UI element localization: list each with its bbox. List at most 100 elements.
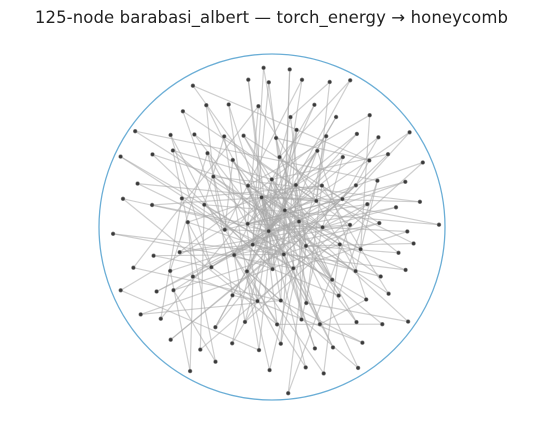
graph-node: [131, 265, 136, 270]
graph-node: [230, 157, 236, 163]
graph-node: [330, 277, 335, 282]
graph-node: [293, 182, 299, 188]
graph-node: [333, 114, 339, 120]
graph-node: [288, 114, 293, 120]
graph-node: [198, 347, 203, 352]
graph-node: [393, 205, 399, 210]
graph-edge: [214, 80, 351, 328]
graph-edge: [271, 179, 321, 325]
graph-node: [278, 298, 283, 303]
graph-node: [185, 220, 191, 225]
graph-node: [135, 181, 140, 186]
graph-node: [286, 391, 291, 396]
graph-edge: [172, 289, 217, 363]
graph-edge: [205, 105, 214, 177]
graph-edge: [172, 150, 270, 232]
node-layer: [110, 65, 442, 396]
graph-node: [367, 158, 372, 163]
graph-node: [321, 371, 326, 376]
graph-node: [241, 133, 246, 138]
graph-node: [317, 322, 323, 327]
graph-node: [246, 77, 251, 82]
graph-edge: [206, 153, 235, 256]
graph-node: [375, 178, 380, 183]
graph-node: [364, 297, 369, 302]
graph-node: [192, 132, 197, 137]
graph-node: [150, 152, 155, 157]
graph-node: [358, 247, 363, 252]
graph-edge: [261, 197, 278, 325]
graph-node: [291, 266, 296, 271]
graph-edge: [295, 184, 414, 245]
graph-node: [149, 202, 155, 208]
graph-edge: [258, 157, 281, 351]
graph-edge: [284, 210, 359, 369]
graph-node: [319, 183, 325, 188]
graph-node: [222, 227, 228, 232]
graph-edge: [279, 79, 351, 158]
graph-node: [168, 268, 173, 274]
graph-edge: [316, 150, 367, 300]
graph-node: [168, 337, 173, 342]
graph-node: [277, 154, 282, 160]
graph-node: [266, 80, 271, 85]
graph-node: [273, 135, 279, 141]
graph-node: [261, 65, 266, 71]
graph-node: [250, 242, 255, 247]
graph-node: [187, 368, 193, 374]
graph-node: [411, 241, 416, 246]
graph-node: [327, 79, 332, 85]
graph-node: [232, 252, 237, 258]
graph-node: [151, 253, 156, 258]
graph-edge: [339, 243, 406, 271]
graph-node: [230, 341, 235, 346]
graph-node: [376, 135, 381, 140]
graph-edge: [152, 153, 274, 270]
graph-node: [222, 134, 227, 139]
graph-node: [347, 222, 353, 228]
graph-edge: [275, 137, 300, 222]
graph-node: [405, 229, 410, 234]
graph-edge: [284, 161, 423, 211]
graph-edge: [152, 196, 262, 206]
graph-node: [171, 288, 176, 293]
graph-node: [377, 220, 382, 226]
graph-edge: [192, 276, 363, 344]
graph-edge: [134, 130, 356, 272]
graph-node: [299, 77, 305, 83]
boundary-circle: [98, 53, 446, 401]
graph-node: [209, 265, 214, 270]
graph-node: [213, 325, 218, 330]
graph-node: [269, 177, 274, 182]
graph-edge: [189, 276, 194, 372]
graph-edge: [182, 111, 226, 230]
graph-node: [303, 365, 308, 370]
graph-edge: [135, 130, 378, 182]
graph-edge: [287, 224, 351, 394]
graph-node: [266, 228, 271, 234]
graph-node: [304, 300, 309, 306]
graph-node: [255, 298, 260, 304]
graph-node: [226, 102, 231, 107]
graph-node: [270, 266, 275, 272]
graph-edge: [247, 185, 341, 245]
graph-node: [190, 274, 196, 279]
graph-node: [353, 183, 359, 188]
graph-edge: [132, 105, 259, 269]
graph-node: [267, 367, 272, 373]
graph-node: [294, 127, 299, 133]
graph-edge: [355, 160, 370, 186]
graph-node: [360, 340, 365, 345]
graph-edge: [204, 204, 440, 226]
graph-edge: [192, 85, 370, 162]
graph-edge: [212, 176, 234, 296]
graph-edge: [122, 198, 269, 232]
graph-node: [353, 268, 358, 274]
graph-edge: [169, 270, 191, 372]
graph-edge: [206, 152, 274, 270]
graph-node: [320, 225, 325, 230]
graph-node: [340, 154, 345, 160]
figure-title: 125-node barabasi_albert — torch_energy …: [34, 8, 509, 27]
graph-edge: [224, 223, 248, 231]
